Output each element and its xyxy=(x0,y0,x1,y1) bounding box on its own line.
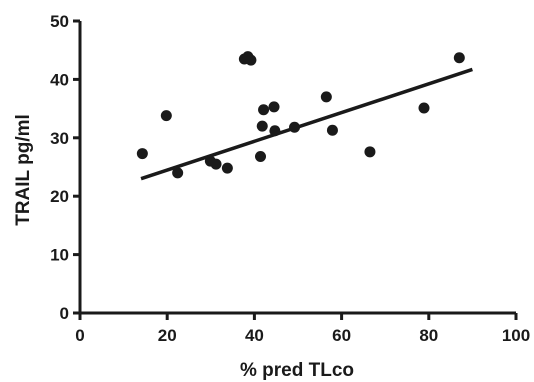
x-tick-label: 100 xyxy=(502,326,530,345)
data-point xyxy=(289,121,301,133)
data-point xyxy=(172,167,184,179)
data-point xyxy=(256,120,268,132)
data-point xyxy=(210,158,222,170)
y-tick-label: 10 xyxy=(50,246,69,265)
data-point xyxy=(268,101,280,113)
data-point xyxy=(453,52,465,64)
data-point xyxy=(269,125,281,137)
regression-line-group xyxy=(140,67,473,181)
y-tick-label: 0 xyxy=(60,304,69,323)
x-tick-label: 40 xyxy=(245,326,264,345)
data-points xyxy=(136,51,465,179)
x-tick-label: 0 xyxy=(75,326,84,345)
y-tick-label: 20 xyxy=(50,187,69,206)
y-tick-label: 30 xyxy=(50,129,69,148)
x-tick-label: 20 xyxy=(158,326,177,345)
data-point xyxy=(418,102,430,114)
regression-line xyxy=(140,67,473,181)
y-tick-label: 50 xyxy=(50,12,69,31)
y-tick-label: 40 xyxy=(50,70,69,89)
x-axis-ticks: 0 20 40 60 80 100 xyxy=(75,313,530,345)
data-point xyxy=(255,150,267,162)
data-point xyxy=(245,54,257,66)
data-point xyxy=(258,104,270,116)
data-point xyxy=(160,110,172,122)
x-tick-label: 80 xyxy=(419,326,438,345)
axes xyxy=(78,21,516,315)
data-point xyxy=(136,148,148,160)
x-tick-label: 60 xyxy=(332,326,351,345)
data-point xyxy=(364,146,376,158)
y-axis-ticks: 0 10 20 30 40 50 xyxy=(50,12,80,323)
x-axis-title: % pred TLco xyxy=(240,360,354,381)
data-point xyxy=(320,91,332,103)
data-point xyxy=(221,162,233,174)
y-axis-title: TRAIL pg/ml xyxy=(13,114,34,226)
data-point xyxy=(326,124,338,136)
